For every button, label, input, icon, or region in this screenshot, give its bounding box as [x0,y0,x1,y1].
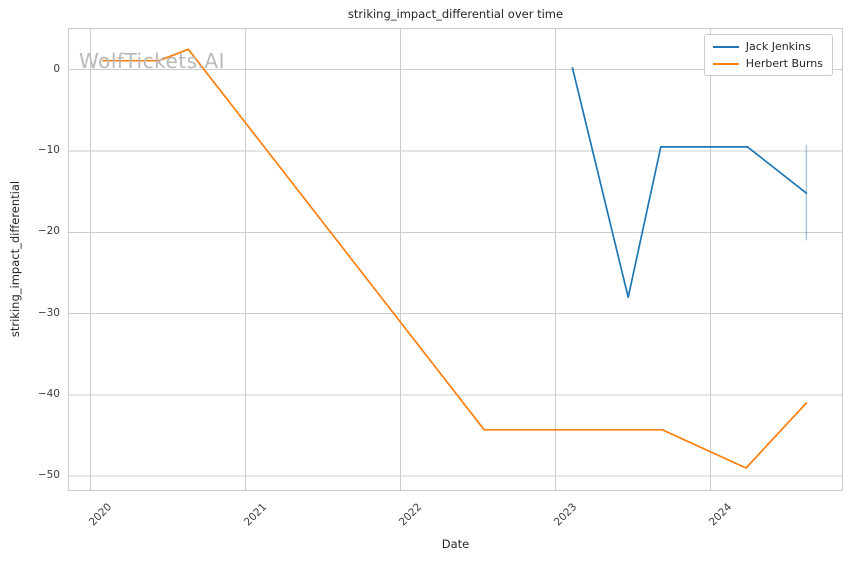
legend-line-swatch [712,45,739,48]
y-tick-label: −10 [37,143,60,156]
legend-label: Herbert Burns [745,57,823,70]
series-line-herbert-burns [102,48,808,469]
x-tick-label: 2021 [241,501,270,529]
legend: Jack Jenkins Herbert Burns [703,34,833,76]
legend-item: Herbert Burns [712,57,823,70]
x-tick-label: 2024 [706,501,734,529]
x-tick-label: 2020 [86,501,115,529]
x-tick-label: 2023 [551,501,579,529]
plot-canvas [69,29,842,490]
y-tick-label: −40 [37,387,60,400]
series-line-jack-jenkins [571,67,808,299]
y-tick-label: 0 [53,62,60,75]
y-tick-label: −30 [37,306,60,319]
x-axis-label: Date [441,537,470,551]
plot-area: WolfTickets.AI Jack Jenkins Herbert Burns [68,28,843,491]
y-tick-label: −50 [37,469,60,482]
legend-item: Jack Jenkins [712,40,823,53]
legend-line-swatch [712,62,739,65]
chart-title: striking_impact_differential over time [347,7,564,21]
x-tick-label: 2022 [396,501,425,529]
y-tick-label: −20 [37,225,60,238]
legend-label: Jack Jenkins [745,40,811,53]
